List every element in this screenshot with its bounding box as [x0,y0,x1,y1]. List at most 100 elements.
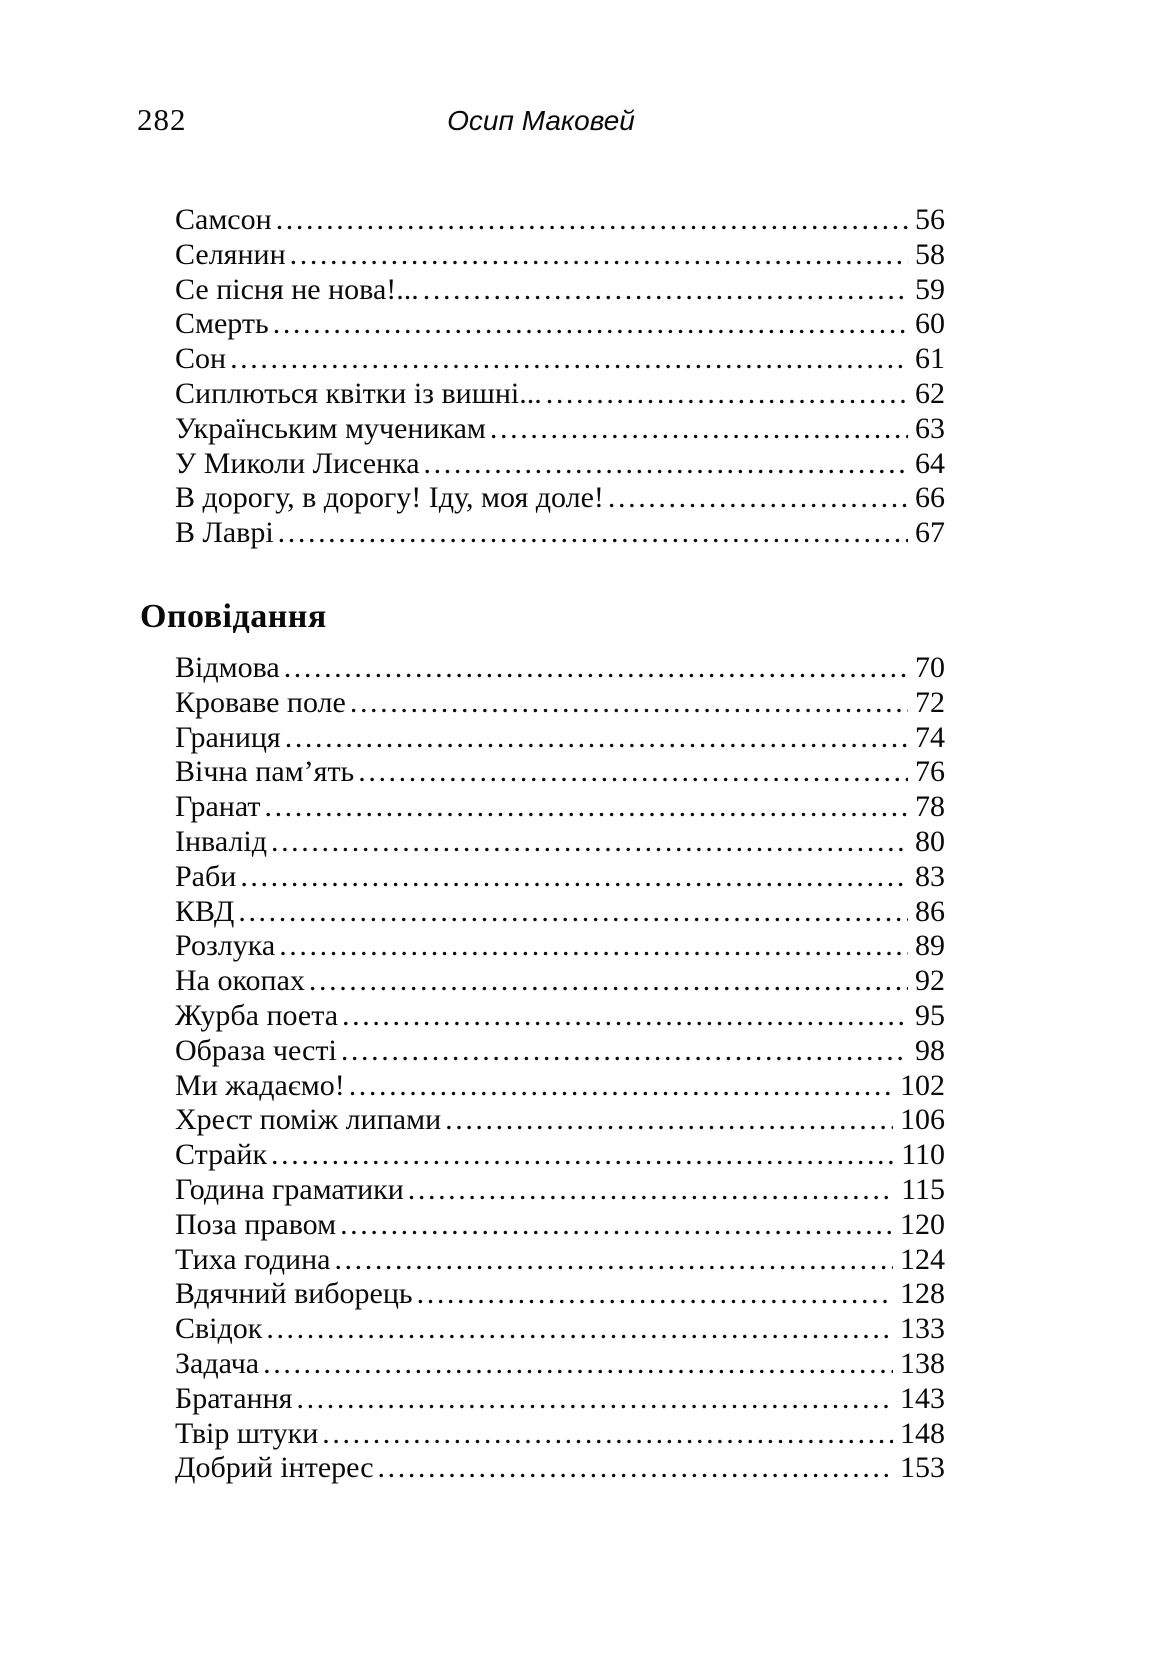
toc-entry-page: 61 [915,342,945,376]
toc-entry-title: Страйк [175,1138,268,1172]
toc-entry: Хрест поміж липами 106 [175,1103,945,1138]
toc-entry-page: 124 [900,1242,945,1276]
toc-entry: Раби 83 [175,860,945,895]
toc-dot-leader [275,929,908,964]
toc-dot-leader [274,516,908,551]
toc-entry-title: Відмова [175,650,280,684]
toc-dot-leader [345,1069,893,1104]
toc-entry-page: 62 [915,376,945,410]
toc-entry-title: Свідок [175,1312,263,1346]
toc-entry-page: 115 [901,1172,945,1206]
toc-entry-page: 148 [900,1416,945,1450]
toc-entry-page: 74 [915,720,945,754]
toc-entry: Смерть 60 [175,307,945,342]
toc-entry-page: 72 [915,685,945,719]
toc-entry-page: 58 [915,237,945,271]
toc-entry: Границя 74 [175,721,945,756]
running-header-author: Осип Маковей [447,105,635,136]
toc-entry-page: 76 [915,755,945,789]
toc-entry-page: 143 [900,1381,945,1415]
toc-dot-leader [338,999,908,1034]
toc-entry: Відмова 70 [175,651,945,686]
toc-entry: Вічна пам’ять 76 [175,755,945,790]
toc-entry-page: 80 [915,824,945,858]
toc-entry-title: Розлука [175,929,276,963]
toc-entry: Свідок 133 [175,1312,945,1347]
toc-entry: Інвалід 80 [175,825,945,860]
toc-dot-leader [346,686,908,721]
toc-entry-title: Добрий інтерес [175,1451,374,1485]
section-heading: Оповідання [140,597,327,635]
toc-entry-title: Година граматики [175,1172,404,1206]
toc-entry-title: Ми жадаємо! [175,1068,345,1102]
toc-entry-title: Кроваве поле [175,685,346,719]
toc-dot-leader [292,1382,893,1417]
toc-entry-title: На окопах [175,964,305,998]
toc-entry-page: 64 [915,446,945,480]
toc-entry-page: 63 [915,411,945,445]
toc-entry: Кроваве поле 72 [175,686,945,721]
toc-entry: Добрий інтерес 153 [175,1451,945,1486]
toc-entry: На окопах 92 [175,964,945,999]
toc-dot-leader [419,273,908,308]
toc-entry-title: Твір штуки [175,1416,319,1450]
toc-entry-page: 95 [915,998,945,1032]
toc-entry-page: 138 [900,1346,945,1380]
toc-dot-leader [272,203,908,238]
toc-entry-page: 67 [915,516,945,550]
toc-dot-leader [486,412,908,447]
toc-entry-title: В дорогу, в дорогу! Іду, моя доле! [175,481,604,515]
toc-entry-title: Сиплються квітки із вишні... [175,376,542,410]
page-number: 282 [137,102,187,137]
toc-entry-page: 78 [915,790,945,824]
toc-entry-title: КВД [175,894,235,928]
toc-entry-title: Самсон [175,203,272,236]
toc-entry: Тиха година 124 [175,1243,945,1278]
toc-entry-title: Смерть [175,307,269,341]
toc-entry: Поза правом 120 [175,1208,945,1243]
toc-entry-title: Се пісня не нова!... [175,272,419,306]
toc-entry-title: Тиха година [175,1242,331,1276]
toc-entry: У Миколи Лисенка 64 [175,447,945,482]
toc-entry-page: 102 [900,1068,945,1102]
toc-entry-title: Раби [175,859,237,893]
toc-dot-leader [336,1208,893,1243]
toc-entry: Страйк 110 [175,1138,945,1173]
toc-dot-leader [226,342,908,377]
toc-entry: Година граматики 115 [175,1173,945,1208]
toc-entry-title: Гранат [175,790,261,824]
toc-dot-leader [234,895,908,930]
toc-dot-leader [337,1034,908,1069]
toc-entry: Українським мученикам 63 [175,412,945,447]
toc-entry-page: 89 [915,929,945,963]
toc-entry: Гранат 78 [175,790,945,825]
toc-list: Самсон56Селянин58Се пісня не нова!...59С… [175,203,945,551]
toc-list: Відмова 70 Кроваве поле 72Границя74Вічна па… [175,651,945,1486]
toc-entry: Селянин 58 [175,238,945,273]
toc-dot-leader [260,790,908,825]
toc-entry-title: В Лаврі [175,516,274,550]
toc-dot-leader [441,1103,893,1138]
toc-dot-leader [269,307,908,342]
toc-entry-title: Журба поета [175,998,339,1032]
toc-entry: Сиплються квітки із вишні... 62 [175,377,945,412]
toc-dot-leader [262,1312,893,1347]
toc-entry: КВД 86 [175,895,945,930]
toc-dot-leader [542,377,908,412]
toc-dot-leader [267,825,908,860]
toc-entry: Задача 138 [175,1347,945,1382]
toc-entry-page: 110 [901,1138,945,1172]
toc-dot-leader [267,1138,894,1173]
toc-entry-page: 70 [915,650,945,684]
running-head: 282 Осип Маковей [137,103,945,141]
toc-entry-title: Поза правом [175,1207,337,1241]
toc-entry-title: Вічна пам’ять [175,755,355,789]
toc-dot-leader [286,238,908,273]
toc-entry-title: Образа честі [175,1033,337,1067]
toc-entry-page: 133 [900,1312,945,1346]
toc-entry-page: 128 [900,1277,945,1311]
toc-dot-leader [280,651,908,686]
toc-entry-title: Вдячний виборець [175,1277,413,1311]
toc-entry: Журба поета 95 [175,999,945,1034]
toc-dot-leader [413,1277,893,1312]
